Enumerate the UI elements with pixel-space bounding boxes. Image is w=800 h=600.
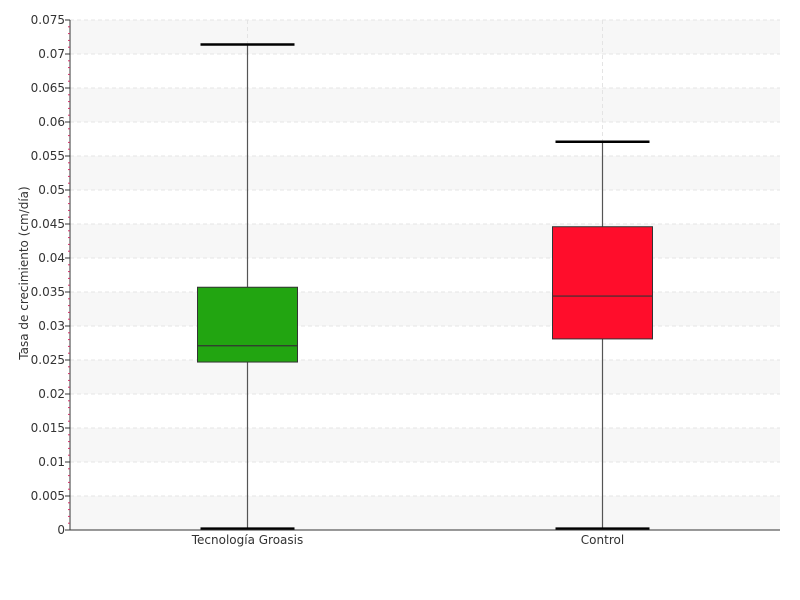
grid-band: [70, 428, 780, 462]
background-bands: [70, 20, 780, 530]
box-series: [197, 43, 653, 530]
grid-band: [70, 292, 780, 326]
box-group: [552, 140, 653, 530]
grid-band: [70, 88, 780, 122]
y-axis-title: Tasa de crecimiento (cm/día): [17, 186, 31, 360]
grid-band: [70, 20, 780, 54]
iqr-box: [197, 286, 298, 363]
iqr-box: [552, 226, 653, 340]
y-tick-label: 0.04: [38, 251, 65, 265]
grid-band: [70, 156, 780, 190]
x-tick-label: Control: [581, 533, 624, 547]
y-tick-label: 0.045: [31, 217, 65, 231]
y-tick-label: 0.015: [31, 421, 65, 435]
y-tick-label: 0.05: [38, 183, 65, 197]
horizontal-gridlines: [70, 19, 780, 497]
y-tick-label: 0.025: [31, 353, 65, 367]
y-tick-label: 0.035: [31, 285, 65, 299]
y-tick-label: 0.03: [38, 319, 65, 333]
y-tick-label: 0.075: [31, 13, 65, 27]
y-tick-label: 0.055: [31, 149, 65, 163]
y-axis-ticks: 0 0.005 0.01 0.015 0.02 0.025 0.03 0.035 0.04 0.0…: [31, 13, 70, 537]
box-group: [197, 43, 298, 530]
y-tick-label: 0.005: [31, 489, 65, 503]
grid-band: [70, 360, 780, 394]
y-tick-label: 0.07: [38, 47, 65, 61]
x-tick-label: Tecnología Groasis: [191, 533, 304, 547]
grid-band: [70, 496, 780, 530]
y-tick-label: 0.01: [38, 455, 65, 469]
y-tick-label: 0.06: [38, 115, 65, 129]
grid-band: [70, 224, 780, 258]
y-tick-label: 0.065: [31, 81, 65, 95]
y-tick-label: 0: [57, 523, 65, 537]
x-axis-labels: Tecnología Groasis Control: [191, 533, 624, 547]
y-tick-label: 0.02: [38, 387, 65, 401]
